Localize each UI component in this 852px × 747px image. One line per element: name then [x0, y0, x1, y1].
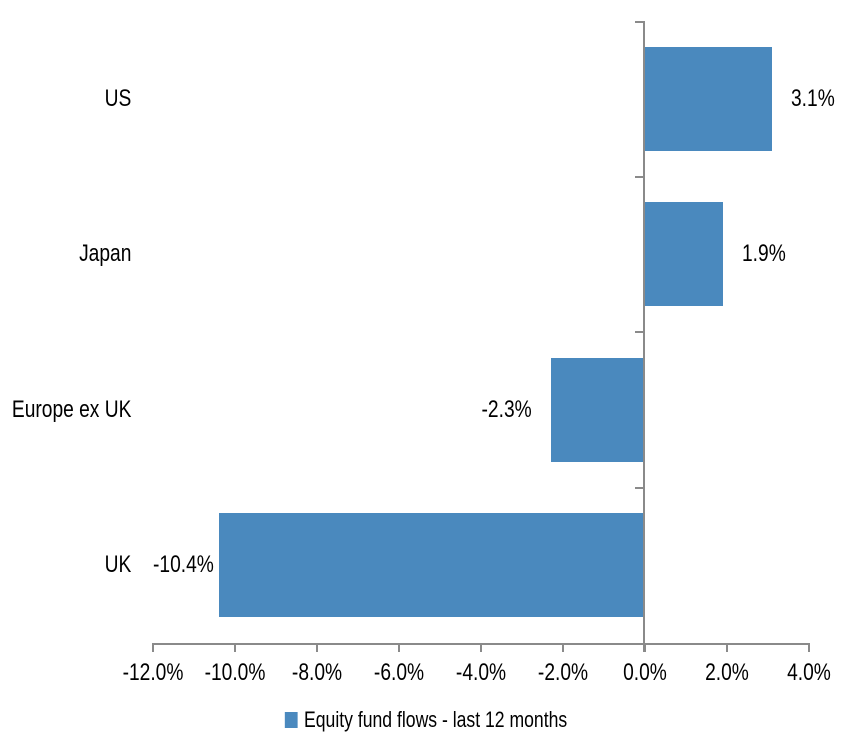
bar-uk [218, 513, 645, 618]
value-label: 3.1% [791, 84, 835, 112]
y-axis-tick [635, 175, 643, 178]
x-tick-label: 0.0% [623, 659, 667, 686]
bar-japan [645, 202, 723, 307]
x-axis-tick [808, 643, 810, 652]
x-axis-tick [152, 643, 154, 652]
category-label: UK [104, 551, 131, 579]
y-axis-tick [635, 331, 643, 333]
x-axis-tick [234, 643, 236, 652]
category-label: US [104, 84, 131, 112]
x-tick-label: -12.0% [122, 659, 184, 686]
x-tick-label: -2.0% [537, 659, 589, 686]
x-tick-label: -10.0% [204, 659, 266, 686]
x-tick-label: -6.0% [373, 659, 425, 686]
bar-europe-ex-uk [550, 357, 645, 462]
y-axis-tick [635, 486, 643, 489]
value-label: 1.9% [741, 240, 786, 268]
bar-us [645, 46, 773, 151]
x-axis-tick [726, 643, 728, 652]
legend-swatch-icon [284, 712, 298, 728]
x-axis-tick [644, 643, 646, 652]
value-label: -2.3% [481, 395, 532, 423]
x-tick-label: 4.0% [787, 659, 831, 686]
x-axis-tick [562, 643, 564, 652]
y-axis-tick [635, 21, 643, 23]
value-label: -10.4% [153, 551, 214, 579]
category-label: Japan [78, 240, 131, 268]
category-label: Europe ex UK [11, 395, 131, 423]
x-axis-tick [398, 643, 400, 652]
x-tick-label: -8.0% [291, 659, 343, 686]
x-axis-tick [316, 643, 318, 652]
legend: Equity fund flows - last 12 months [284, 707, 568, 733]
legend-label: Equity fund flows - last 12 months [304, 707, 568, 732]
x-axis-tick [480, 643, 482, 652]
y-axis-line [643, 21, 645, 652]
x-tick-label: -4.0% [455, 659, 507, 686]
x-tick-label: 2.0% [705, 659, 749, 686]
